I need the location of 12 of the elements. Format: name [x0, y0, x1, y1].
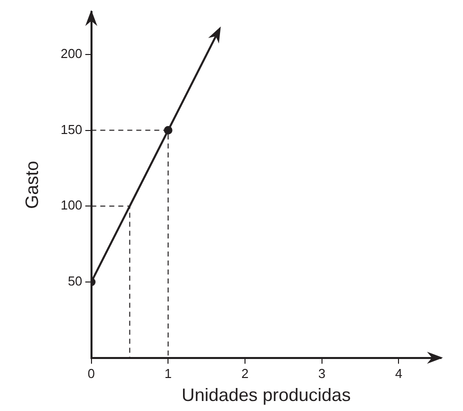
point	[208, 26, 221, 44]
x-axis-title: Unidades producidas	[182, 385, 351, 406]
x-tick-label: 2	[241, 366, 249, 382]
y-axis-title: Gasto	[22, 160, 42, 209]
y-tick-label: 100	[60, 198, 82, 213]
x-tick-label: 4	[395, 366, 402, 382]
y-tick-label: 50	[68, 274, 82, 289]
y-tick-label: 150	[60, 122, 82, 137]
x-tick-label: 3	[318, 366, 326, 382]
x-tick-label: 1	[164, 366, 172, 382]
y-tick-label: 200	[60, 46, 82, 62]
x-tick-label: 0	[88, 366, 95, 382]
